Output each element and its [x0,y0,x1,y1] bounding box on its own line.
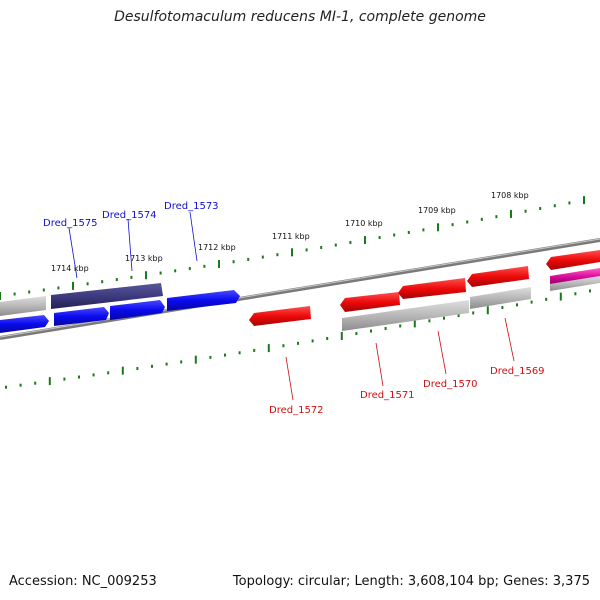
gene-arrow[interactable] [398,278,466,299]
gene-label-dred-1572[interactable]: Dred_1572 [269,405,324,416]
tick-label: 1710 kbp [345,219,383,228]
gene-block[interactable] [470,287,531,309]
gene-label-dred-1571[interactable]: Dred_1571 [360,390,415,401]
gene-label-dred-1575[interactable]: Dred_1575 [43,218,98,229]
gene-label-dred-1573[interactable]: Dred_1573 [164,201,219,212]
tick-row-outer [0,196,585,300]
gene-block[interactable] [342,300,469,331]
gene-arrow[interactable] [0,315,49,333]
gene-arrow[interactable] [546,250,600,270]
genome-backbone-highlight [0,238,600,338]
tick-label: 1711 kbp [272,232,310,241]
tick-label: 1714 kbp [51,264,89,273]
gene-arrow[interactable] [110,300,165,320]
gene-arrow[interactable] [467,266,529,287]
gene-arrow[interactable] [167,290,240,311]
gene-arrow[interactable] [54,307,109,326]
gene-labels: Dred_1575 Dred_1574 Dred_1573 Dred_1572 … [43,201,545,416]
tick-label: 1708 kbp [491,191,529,200]
gene-block[interactable] [51,283,163,309]
forward-strand-track [0,283,240,333]
reverse-strand-track [249,250,600,331]
map-title: Desulfotomaculum reducens MI-1, complete… [114,9,486,25]
genome-backbone [0,238,600,340]
gene-label-dred-1570[interactable]: Dred_1570 [423,379,478,390]
label-leaders [68,211,515,401]
gene-arrow[interactable] [340,292,400,312]
accession-text: Accession: NC_009253 [9,574,157,589]
gene-label-dred-1569[interactable]: Dred_1569 [490,366,545,377]
tick-label: 1709 kbp [418,206,456,215]
tick-label: 1713 kbp [125,254,163,263]
gene-block[interactable] [0,296,46,316]
genome-summary-text: Topology: circular; Length: 3,608,104 bp… [232,574,590,589]
tick-labels: 1714 kbp 1713 kbp 1712 kbp 1711 kbp 1710… [51,191,529,273]
tick-label: 1712 kbp [198,243,236,252]
gene-block[interactable] [550,268,600,284]
tick-row-inner [5,289,591,389]
gene-block[interactable] [550,276,600,291]
gene-label-dred-1574[interactable]: Dred_1574 [102,210,157,221]
gene-arrow[interactable] [249,306,311,326]
